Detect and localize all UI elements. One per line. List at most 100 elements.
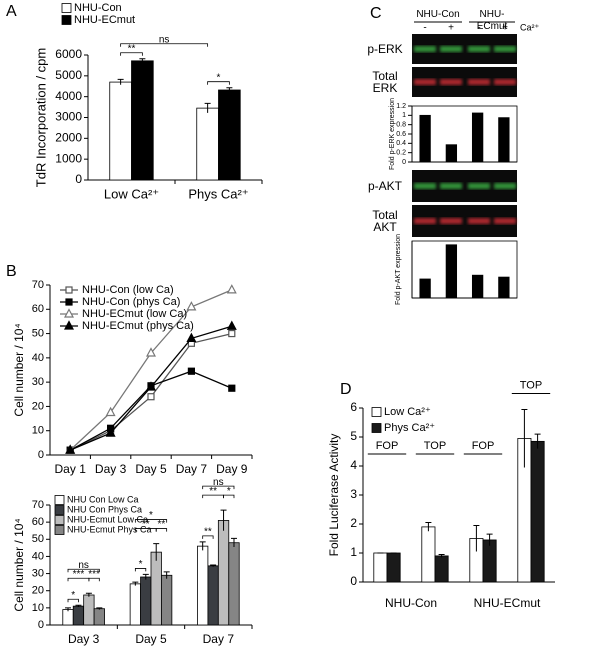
- y-tick-label: 40: [32, 550, 44, 562]
- bar: [72, 605, 85, 626]
- blot-band: [414, 46, 436, 52]
- y-tick-label: 50: [32, 327, 44, 339]
- y-tick-label: 20: [32, 400, 44, 412]
- error-bar: [486, 533, 493, 546]
- bar: [207, 565, 219, 626]
- blot-group-label: NHU-ECmut: [476, 9, 508, 32]
- y-tick-label: 3: [350, 487, 357, 501]
- annotation: ***: [88, 569, 100, 580]
- bar: [228, 542, 240, 626]
- bracket: [120, 52, 143, 56]
- bar: [218, 89, 241, 181]
- y-tick-label: 40: [32, 352, 44, 364]
- legend-label: Low Ca²⁺: [384, 406, 431, 418]
- y-tick-label: 1: [402, 112, 406, 119]
- blot-band: [468, 218, 490, 224]
- error-bar: [438, 553, 445, 558]
- bar: [530, 440, 545, 583]
- panel-label: D: [340, 381, 352, 398]
- y-tick-label: 30: [32, 376, 44, 388]
- y-tick-label: 3000: [55, 110, 82, 124]
- legend-swatch: [371, 407, 382, 417]
- bar: [109, 81, 132, 181]
- blot-band: [414, 183, 436, 189]
- marker: [146, 347, 156, 357]
- error-bar: [521, 408, 528, 468]
- annotation: *: [139, 559, 143, 570]
- x-tick-label: Day 5: [135, 632, 167, 646]
- annotation: ns: [159, 34, 170, 45]
- error-bar: [534, 433, 541, 449]
- marker: [65, 444, 76, 454]
- legend-swatch: [54, 495, 65, 505]
- error-bar: [85, 592, 92, 597]
- bar: [445, 144, 458, 163]
- x-tick-label: Day 7: [176, 462, 208, 476]
- blot-row-label: p-ERK: [367, 42, 403, 56]
- category-label: FOP: [472, 440, 495, 452]
- bracket: [223, 494, 235, 499]
- error-bar: [163, 571, 170, 579]
- bar: [197, 545, 209, 626]
- blot-row-label: Total AKT: [372, 208, 398, 234]
- y-tick-label: 0.4: [396, 140, 406, 147]
- marker: [105, 427, 116, 437]
- legend-label: NHU-ECmut (phys Ca): [82, 320, 194, 332]
- bracket: [88, 577, 100, 582]
- blot-band: [468, 183, 490, 189]
- bracket: [155, 528, 168, 532]
- error-bar: [210, 564, 217, 567]
- legend-swatch: [61, 15, 72, 25]
- bar: [498, 276, 510, 299]
- y-axis-label: Fold Luciferase Activity: [327, 434, 341, 557]
- y-tick-label: 0.2: [396, 150, 406, 157]
- y-tick-label: 6000: [55, 47, 82, 61]
- bar: [419, 114, 431, 163]
- y-tick-label: 6: [350, 400, 357, 414]
- bar: [373, 552, 388, 583]
- bracket: [207, 81, 230, 85]
- error-bar: [139, 58, 146, 63]
- y-tick-label: 2000: [55, 131, 82, 145]
- annotation: *: [149, 510, 153, 521]
- marker: [187, 367, 195, 375]
- error-bar: [226, 87, 233, 93]
- error-bar: [199, 541, 206, 551]
- marker: [228, 384, 236, 392]
- marker: [186, 332, 197, 343]
- marker: [65, 286, 73, 294]
- bar: [498, 117, 510, 163]
- x-tick-label: Day 5: [135, 462, 167, 476]
- y-tick-label: 0: [350, 574, 357, 588]
- category-label: TOP: [424, 440, 446, 452]
- y-axis-label: Cell number / 10⁴: [12, 323, 26, 416]
- annotation: **: [158, 519, 166, 530]
- error-bar: [425, 522, 432, 532]
- legend-label: NHU-Con (phys Ca): [82, 296, 180, 308]
- error-bar: [153, 543, 160, 561]
- y-tick-label: 60: [32, 303, 44, 315]
- error-bar: [117, 78, 124, 85]
- bracket: [67, 598, 79, 603]
- y-tick-label: 30: [32, 567, 44, 579]
- legend-label: NHU-ECmut (low Ca): [82, 308, 187, 320]
- treatment-label: +: [448, 23, 454, 34]
- bar: [161, 574, 173, 626]
- blot-band: [414, 79, 436, 85]
- bar: [140, 576, 152, 626]
- marker: [65, 298, 73, 306]
- error-bar: [132, 581, 139, 586]
- y-tick-label: 1.2: [396, 103, 406, 110]
- panel-label: B: [6, 263, 17, 280]
- y-axis-label: TdR Incorporation / cpm: [33, 48, 48, 187]
- blot-band: [440, 183, 462, 189]
- category-label: FOP: [376, 440, 399, 452]
- bracket: [202, 535, 214, 539]
- blot-band: [414, 218, 436, 224]
- group-label: NHU-ECmut: [474, 596, 541, 610]
- panel-label: A: [6, 3, 17, 20]
- bar: [93, 608, 105, 626]
- y-tick-label: 2: [350, 516, 357, 530]
- legend-swatch: [61, 3, 72, 13]
